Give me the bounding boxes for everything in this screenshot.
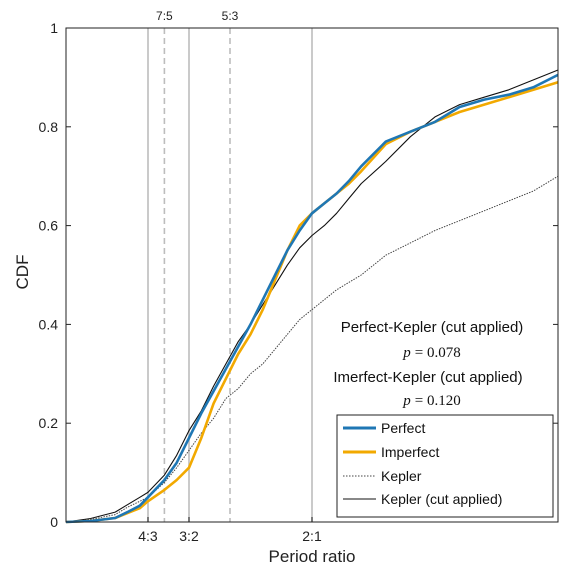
- x-axis-label: Period ratio: [269, 547, 356, 566]
- y-tick-label: 0: [50, 514, 58, 530]
- stat-annotations: Perfect-Kepler (cut applied) p = 0.078 Im…: [333, 319, 523, 409]
- resonance-label-4-3: 4:3: [138, 528, 158, 544]
- annotation-2-stat: p = 0.120: [402, 393, 460, 409]
- annotation-2-label: Imerfect-Kepler (cut applied): [333, 369, 522, 386]
- y-axis-label: CDF: [13, 255, 32, 290]
- legend-label-imperfect: Imperfect: [381, 444, 439, 460]
- y-tick-label: 0.2: [39, 415, 59, 431]
- legend-label-perfect: Perfect: [381, 420, 425, 436]
- resonance-label-2-1: 2:1: [302, 528, 322, 544]
- legend: Perfect Imperfect Kepler Kepler (cut app…: [336, 414, 554, 518]
- series-lines: [65, 69, 559, 524]
- series-line-perfect: [65, 73, 559, 524]
- y-tick-label: 0.4: [39, 316, 59, 332]
- annotation-1-label: Perfect-Kepler (cut applied): [341, 319, 524, 336]
- series-line-kepler-cut-applied: [65, 69, 559, 523]
- resonance-label-5-3: 5:3: [222, 9, 239, 23]
- resonance-label-7-5: 7:5: [156, 9, 173, 23]
- resonance-labels: 4:3 7:5 3:2 5:3 2:1: [138, 9, 322, 544]
- resonance-label-3-2: 3:2: [179, 528, 199, 544]
- annotation-1-stat: p = 0.078: [402, 345, 460, 361]
- legend-label-kepler: Kepler: [381, 468, 422, 484]
- legend-box: [336, 414, 554, 518]
- y-tick-label: 0.8: [39, 119, 59, 135]
- y-tick-label: 1: [50, 20, 58, 36]
- y-tick-label: 0.6: [39, 218, 59, 234]
- y-axis-ticks: 0 0.2 0.4 0.6 0.8 1: [39, 20, 558, 530]
- legend-label-kepler-cut: Kepler (cut applied): [381, 491, 502, 507]
